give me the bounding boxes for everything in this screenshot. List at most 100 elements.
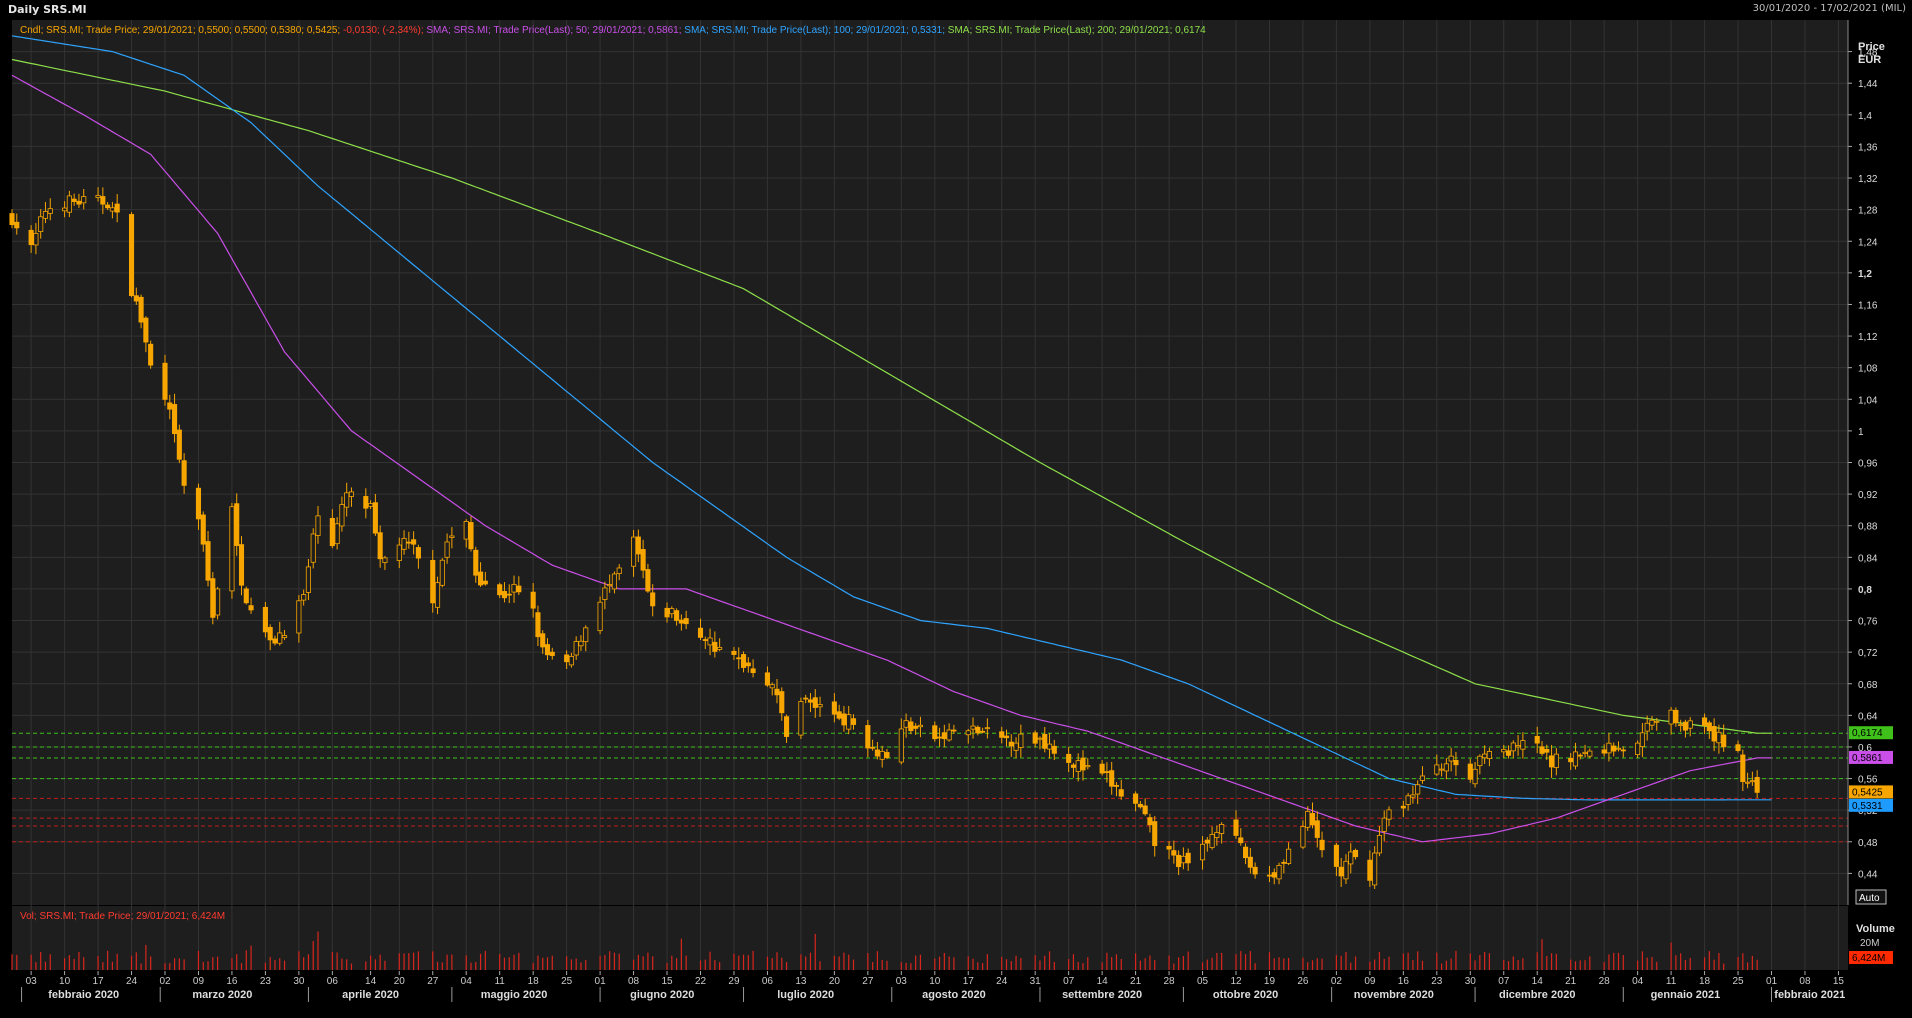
volume-bar <box>1555 953 1557 970</box>
volume-bar <box>1101 962 1103 970</box>
price-badge-label: 0,5861 <box>1852 753 1883 764</box>
candle-body <box>296 600 302 634</box>
volume-bar <box>1005 959 1008 970</box>
volume-bar <box>317 931 319 970</box>
volume-bar <box>1149 955 1151 970</box>
legend: Cndl; SRS.MI; Trade Price; 29/01/2021; 0… <box>20 25 1206 922</box>
candle-body <box>1582 751 1588 754</box>
volume-bar <box>580 962 582 970</box>
x-tick-label: 05 <box>1197 976 1209 987</box>
candle-body <box>764 672 770 686</box>
candle-body <box>1104 771 1110 773</box>
volume-bar <box>1541 939 1543 970</box>
candle-body <box>1754 777 1760 793</box>
candle-body <box>846 714 852 730</box>
volume-bar <box>1751 955 1753 970</box>
volume-bar <box>1584 960 1586 970</box>
x-tick-label: 04 <box>461 976 473 987</box>
candle-body <box>449 535 455 538</box>
candle-body <box>631 536 637 567</box>
volume-bar <box>63 958 66 970</box>
candle-body <box>243 588 249 604</box>
candle-body <box>1687 720 1693 729</box>
candle-body <box>262 606 268 633</box>
volume-bar <box>652 956 654 970</box>
candle-body <box>1649 719 1655 726</box>
volume-bar <box>910 963 912 970</box>
candle-body <box>1152 821 1158 847</box>
candle-body <box>1501 748 1507 753</box>
volume-bar <box>1350 962 1352 970</box>
auto-button[interactable]: Auto <box>1855 889 1887 905</box>
volume-bar <box>1010 961 1012 970</box>
volume-bar <box>1517 960 1519 970</box>
volume-bar <box>1111 957 1113 970</box>
volume-bar <box>1249 951 1251 970</box>
candle-body <box>516 585 522 593</box>
candle-body <box>611 573 617 590</box>
candle-body <box>95 195 101 198</box>
volume-bar <box>609 951 611 970</box>
legend-entry: SMA; SRS.MI; Trade Price(Last); 100; 29/… <box>682 25 945 36</box>
volume-bar <box>967 956 969 970</box>
x-tick-label: 07 <box>1063 976 1075 987</box>
x-tick-label: 09 <box>193 976 205 987</box>
volume-axis-title: Volume <box>1856 923 1895 935</box>
price-badge: 0,5425 <box>1849 785 1893 799</box>
month-label: aprile 2020 <box>342 989 399 1001</box>
volume-bar <box>369 955 372 970</box>
volume-bar <box>1345 952 1347 970</box>
volume-bar <box>747 955 749 970</box>
month-label: ottobre 2020 <box>1213 989 1278 1001</box>
volume-bar <box>413 952 415 970</box>
volume-bar <box>1708 951 1710 970</box>
candle-body <box>712 641 718 652</box>
candle-body <box>1549 755 1555 768</box>
candle-body <box>1133 793 1139 804</box>
volume-bar <box>632 959 635 970</box>
candle-body <box>482 580 488 585</box>
volume-bar <box>876 951 879 970</box>
candle-body <box>1180 855 1186 864</box>
candle-body <box>334 523 340 545</box>
volume-bar <box>1613 952 1615 970</box>
volume-bar <box>231 958 233 970</box>
volume-bar <box>1307 962 1309 970</box>
x-tick-label: 28 <box>1599 976 1611 987</box>
candle-body <box>607 584 613 587</box>
x-tick-label: 09 <box>1364 976 1376 987</box>
candle-body <box>817 704 823 708</box>
volume-bar <box>307 954 310 970</box>
candle-body <box>583 627 589 643</box>
x-tick-label: 27 <box>862 976 874 987</box>
y-tick-label: 0,84 <box>1858 553 1878 564</box>
candle-body <box>1711 726 1717 742</box>
volume-bar <box>379 954 381 970</box>
candle-body <box>1113 784 1120 787</box>
candle-body <box>1252 866 1258 875</box>
x-tick-label: 08 <box>628 976 640 987</box>
candle-body <box>865 725 871 749</box>
auto-button-label[interactable]: Auto <box>1859 893 1880 904</box>
volume-bar <box>35 962 37 970</box>
volume-bar <box>513 954 515 970</box>
candle-body <box>984 727 990 730</box>
candle-body <box>1740 754 1746 783</box>
candle-body <box>38 216 44 232</box>
volume-bar <box>953 957 955 970</box>
candle-body <box>1439 768 1445 771</box>
candle-body <box>71 198 77 202</box>
volume-bar <box>618 953 620 970</box>
volume-bar <box>30 954 32 970</box>
volume-bar <box>542 957 544 970</box>
candle-body <box>167 402 173 410</box>
candle-body <box>965 730 971 736</box>
volume-bar <box>1412 960 1414 970</box>
candle-body <box>138 296 144 323</box>
volume-bar <box>518 952 520 970</box>
grid-lines <box>12 20 1848 970</box>
volume-plot-area[interactable] <box>12 906 1848 970</box>
volume-bar <box>408 953 410 970</box>
candle-body <box>980 730 986 733</box>
